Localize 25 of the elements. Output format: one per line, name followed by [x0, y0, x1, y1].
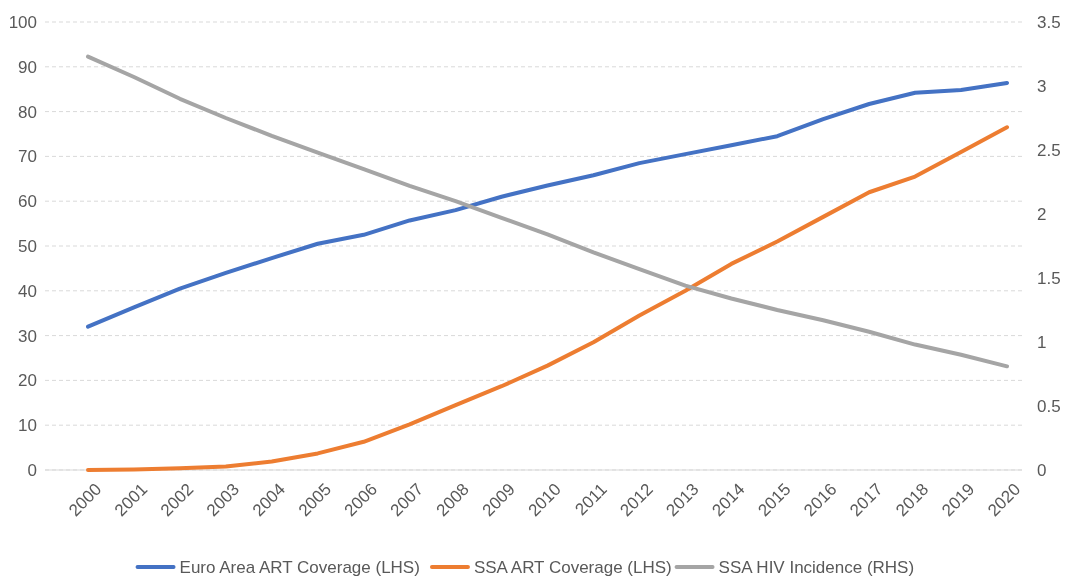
y-tick-label: 40 — [18, 281, 37, 301]
y-tick-label: 50 — [18, 236, 37, 256]
y2-tick-label: 0 — [1037, 460, 1047, 480]
y2-tick-label: 0.5 — [1037, 396, 1061, 416]
y2-tick-label: 3 — [1037, 76, 1047, 96]
legend-label: Euro Area ART Coverage (LHS) — [179, 558, 420, 577]
y2-tick-label: 1.5 — [1037, 268, 1061, 288]
y-tick-label: 10 — [18, 416, 37, 436]
legend-label: SSA HIV Incidence (RHS) — [718, 558, 915, 577]
y-tick-label: 70 — [18, 147, 37, 167]
y-tick-label: 20 — [18, 371, 37, 391]
y2-tick-label: 2 — [1037, 204, 1047, 224]
y2-tick-label: 2.5 — [1037, 140, 1061, 160]
line-series — [86, 125, 1009, 472]
line-series — [86, 54, 1009, 369]
line-series — [86, 80, 1009, 329]
y-tick-label: 80 — [18, 102, 37, 122]
y2-tick-label: 1 — [1037, 332, 1047, 352]
legend-label: SSA ART Coverage (LHS) — [473, 558, 672, 577]
y-tick-label: 90 — [18, 57, 37, 77]
y-tick-label: 0 — [27, 460, 37, 480]
y-tick-label: 60 — [18, 192, 37, 212]
y-tick-label: 100 — [8, 12, 37, 32]
y-tick-label: 30 — [18, 326, 37, 346]
y2-tick-label: 3.5 — [1037, 12, 1061, 32]
